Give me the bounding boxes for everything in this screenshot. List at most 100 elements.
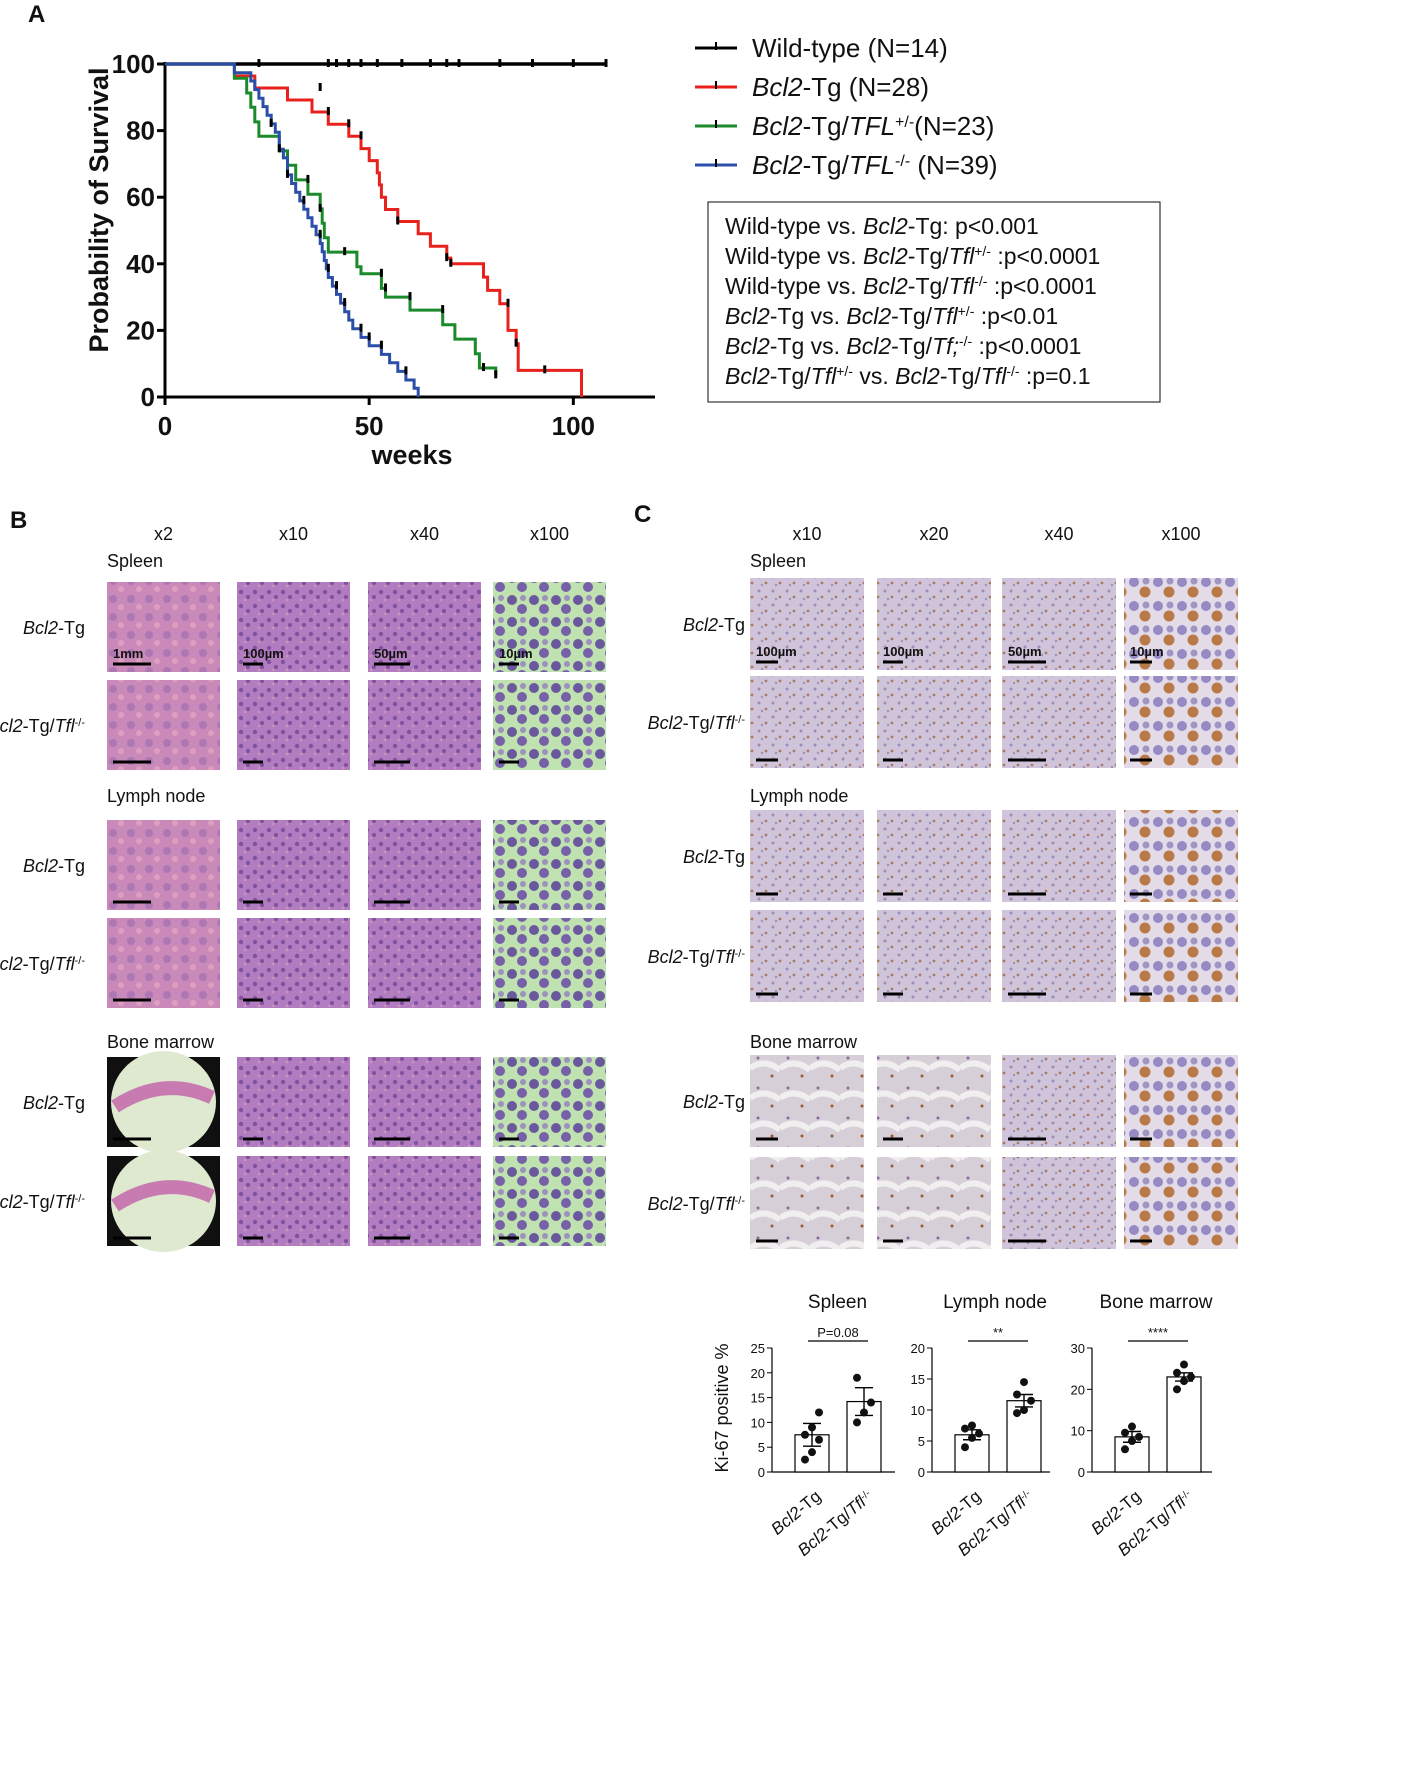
c-tissue-label: Spleen <box>750 551 806 571</box>
bar-data-point <box>1187 1372 1195 1381</box>
stats-line-5: Bcl2-Tg/Tfl+/- vs. Bcl2-Tg/Tfl-/- :p=0.1 <box>725 363 1091 389</box>
stats-line-4-part: -Tg/ <box>891 333 933 359</box>
bar-data-point <box>1020 1378 1028 1387</box>
km-xlabel: weeks <box>370 440 452 470</box>
km-xtick-label: 0 <box>158 411 172 441</box>
stats-line-3-part: Bcl2 <box>725 303 770 329</box>
b-micrograph <box>107 820 220 910</box>
stats-line-5-part: Tfl <box>981 363 1007 389</box>
bar-data-point <box>1180 1377 1188 1386</box>
km-legend-label-2-part: -Tg/ <box>803 111 850 141</box>
bar-data-point <box>1121 1445 1129 1454</box>
bar-data-point <box>853 1418 861 1427</box>
b-row-label-part: Bcl2 <box>0 954 23 974</box>
stats-line-2-part: Bcl2 <box>863 273 908 299</box>
c-micrograph <box>750 676 864 768</box>
b-magnification-label: x100 <box>530 524 569 544</box>
stats-line-3-part: -Tg vs. <box>770 303 847 329</box>
c-row-label: Bcl2-Tg <box>683 847 745 867</box>
bar-ytick-label: 0 <box>918 1465 925 1480</box>
km-legend-label-2-part: Bcl2 <box>752 111 803 141</box>
bar-data-point <box>801 1455 809 1464</box>
km-legend-label-0-part: Wild-type <box>752 33 860 63</box>
c-micrograph <box>1124 910 1238 1002</box>
c-row-label-part: Tfl <box>715 947 736 967</box>
stats-line-1-part: Wild-type vs. <box>725 243 863 269</box>
c-micrograph <box>1002 910 1116 1002</box>
b-row-label-part: -Tg/ <box>23 716 55 736</box>
c-row-label-part: -Tg/ <box>683 1194 715 1214</box>
stats-line-5-part: :p=0.1 <box>1020 363 1091 389</box>
bar-data-point <box>808 1423 816 1432</box>
b-row-label-part: Bcl2 <box>23 1093 58 1113</box>
c-scale-label: 50µm <box>1008 644 1042 659</box>
bar-data-point <box>867 1398 875 1407</box>
b-row-label: Bcl2-Tg <box>23 856 85 876</box>
c-row-label-part: -/- <box>735 714 746 726</box>
b-row-label-part: -/- <box>75 717 86 729</box>
bar-ytick-label: 5 <box>918 1434 925 1449</box>
c-tissue-label: Bone marrow <box>750 1032 858 1052</box>
c-row-label-part: Bcl2 <box>683 615 718 635</box>
b-row-label-part: -Tg <box>58 856 85 876</box>
bar-data-point <box>1173 1368 1181 1377</box>
stats-box <box>707 201 1161 403</box>
stats-line-4-part: -/- <box>959 333 973 349</box>
b-micrograph <box>237 1156 350 1246</box>
stats-line-5-part: -/- <box>1006 363 1020 379</box>
c-micrograph <box>1002 1055 1116 1147</box>
km-legend-label-3-part: -Tg/ <box>803 150 850 180</box>
c-micrograph <box>1124 810 1238 902</box>
stats-line-3: Bcl2-Tg vs. Bcl2-Tg/Tfl+/- :p<0.01 <box>725 303 1058 329</box>
c-tissue-label: Lymph node <box>750 786 848 806</box>
b-micrograph <box>368 820 481 910</box>
bar-ytick-label: 20 <box>1071 1382 1085 1397</box>
panel-label-a: A <box>28 1 45 28</box>
stats-line-4: Bcl2-Tg vs. Bcl2-Tg/Tf;-/- :p<0.0001 <box>725 333 1081 359</box>
c-micrograph <box>877 676 991 768</box>
bar-data-point <box>815 1408 823 1417</box>
c-row-label-part: Bcl2 <box>648 713 683 733</box>
c-row-label-part: -/- <box>735 1195 746 1207</box>
stats-line-0: Wild-type vs. Bcl2-Tg: p<0.001 <box>725 213 1039 239</box>
km-legend-label-1-part: (N=28) <box>842 72 929 102</box>
b-row-label-part: Bcl2 <box>0 716 23 736</box>
b-row-label-part: -/- <box>75 955 86 967</box>
stats-line-2-part: :p<0.0001 <box>987 273 1096 299</box>
b-row-label-part: -Tg/ <box>23 1192 55 1212</box>
b-row-label-part: -Tg <box>58 618 85 638</box>
b-micrograph <box>107 680 220 770</box>
stats-line-3-part: +/- <box>958 303 975 319</box>
bar-chart-title-1: Lymph node <box>943 1292 1047 1313</box>
b-scale-label: 50µm <box>374 646 408 661</box>
bar-ytick-label: 20 <box>911 1341 925 1356</box>
km-legend-label-3-part: (N=39) <box>910 150 997 180</box>
b-row-label: Bcl2-Tg/Tfl-/- <box>0 954 85 974</box>
c-row-label-part: Tfl <box>715 713 736 733</box>
c-micrograph <box>1124 1055 1238 1147</box>
c-micrograph <box>877 578 991 670</box>
b-micrograph <box>237 680 350 770</box>
significance-label: **** <box>1148 1325 1168 1340</box>
b-row-label: Bcl2-Tg/Tfl-/- <box>0 716 85 736</box>
c-row-label-part: -/- <box>735 948 746 960</box>
c-row-label-part: Bcl2 <box>648 1194 683 1214</box>
b-row-label: Bcl2-Tg <box>23 618 85 638</box>
stats-line-4-part: :p<0.0001 <box>972 333 1081 359</box>
b-micrograph <box>368 1057 481 1147</box>
km-legend-label-0: Wild-type (N=14) <box>752 33 948 63</box>
bar-data-point <box>1121 1428 1129 1437</box>
stats-line-2-part: Tfl <box>949 273 975 299</box>
stats-line-4-part: Tf; <box>932 333 959 359</box>
bar-data-point <box>975 1429 983 1438</box>
bar-ytick-label: 10 <box>911 1403 925 1418</box>
b-bone-section <box>111 1180 215 1212</box>
km-survival-chart: 0 20 40 60 80 100 0 50 100 <box>112 49 655 441</box>
b-row-label-part: -Tg/ <box>23 954 55 974</box>
ki67-ylabel: Ki-67 positive % <box>712 1343 732 1472</box>
stats-line-4-part: Bcl2 <box>725 333 770 359</box>
bar-ytick-label: 10 <box>751 1415 765 1430</box>
bar-data-point <box>1128 1422 1136 1431</box>
bar-data-point <box>1173 1385 1181 1394</box>
stats-line-3-part: -Tg/ <box>891 303 933 329</box>
